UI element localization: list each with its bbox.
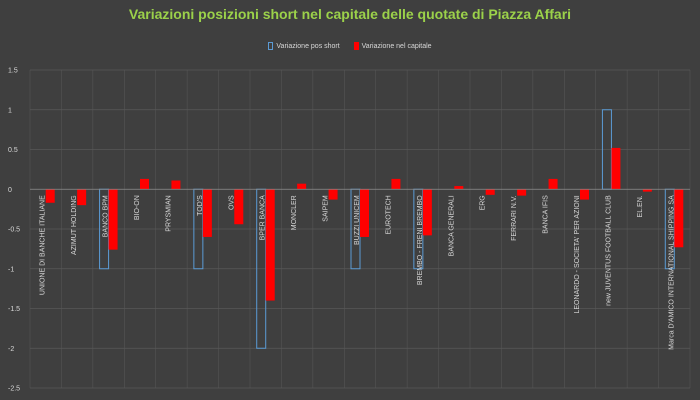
y-tick-label: 0 [8,187,12,194]
y-tick-label: 0.5 [8,147,18,154]
x-tick-label: BUZZI UNICEM [354,195,361,245]
bar-capitale [297,183,307,190]
bar-capitale [517,189,527,196]
y-tick-label: -2.5 [8,386,20,393]
legend-label-capitale: Variazione nel capitale [361,42,432,50]
y-tick-label: -2 [8,346,14,353]
chart-legend: Variazione pos short Variazione nel capi… [0,42,700,52]
bar-capitale [360,189,369,237]
x-tick-label: PRYSMIAN [165,195,172,231]
y-tick-label: -0.5 [8,227,20,234]
x-tick-label: Marca D'AMICO INTERNATIONAL SHIPPING SA [668,195,675,350]
bar-capitale [77,189,87,206]
x-tick-label: EL.EN. [637,195,644,217]
y-tick-label: -1 [8,266,14,273]
bar-capitale [642,189,652,192]
bar-capitale [140,178,149,190]
bar-capitale [234,189,244,225]
x-tick-label: BANCO BPM [103,195,110,237]
x-tick-label: BANCA IFIS [543,195,550,234]
bar-capitale [202,189,212,237]
bar-capitale [108,189,118,250]
bar-capitale [328,189,338,200]
legend-item-short: Variazione pos short [268,42,340,50]
y-tick-label: 1.5 [8,68,18,75]
legend-item-capitale: Variazione nel capitale [353,42,432,50]
x-tick-label: LEONARDO - SOCIETA' PER AZIONI [574,195,581,313]
x-tick-label: OVS [228,195,235,210]
bar-capitale [171,180,181,190]
y-tick-label: -1.5 [8,306,20,313]
x-tick-label: SAIPEM [323,195,330,222]
x-tick-label: UNIONE DI BANCHE ITALIANE [40,195,47,295]
bar-capitale [391,178,401,190]
x-tick-label: FERRARI N.V. [511,195,518,241]
bar-capitale [580,189,589,200]
bar-capitale [45,189,55,203]
bar-capitale [548,178,558,190]
legend-label-short: Variazione pos short [276,42,340,50]
x-tick-label: BIO-ON [134,195,141,220]
bar-capitale [611,147,621,190]
bar-capitale [674,189,684,248]
y-tick-label: 1 [8,107,12,114]
chart-title: Variazioni posizioni short nel capitale … [128,6,572,22]
x-tick-label: new JUVENTUS FOOTBALL CLUB [605,195,612,306]
legend-swatch-short [268,42,274,50]
x-tick-label: BPER BANCA [260,195,267,240]
x-tick-label: AZIMUT HOLDING [71,195,78,255]
x-tick-label: TOD'S [197,195,204,216]
bar-capitale [265,189,275,301]
x-tick-label: EUROTECH [385,195,392,234]
bar-capitale [422,189,432,236]
bar-capitale [454,186,464,190]
legend-swatch-capitale [353,42,359,50]
x-tick-label: BANCA GENERALI [448,195,455,256]
x-tick-label: BREMBO - FRENI BREMBO [417,195,424,285]
x-tick-label: ERG [480,195,487,210]
bar-capitale [485,189,495,195]
x-tick-label: MONCLER [291,195,298,230]
